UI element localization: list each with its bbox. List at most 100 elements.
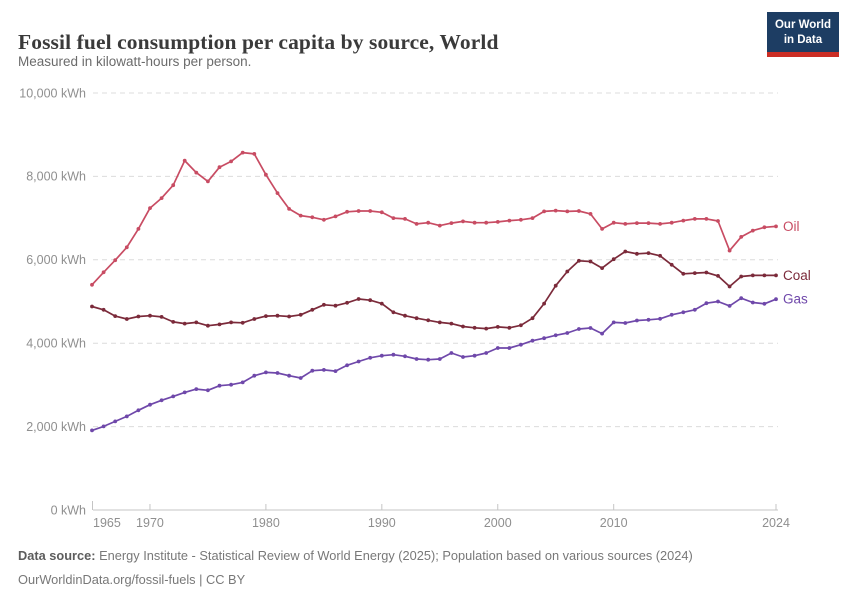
data-point[interactable]: [368, 209, 373, 213]
data-point[interactable]: [90, 304, 94, 309]
data-point[interactable]: [171, 394, 176, 399]
data-point[interactable]: [403, 217, 407, 221]
data-point[interactable]: [762, 273, 767, 278]
data-point[interactable]: [403, 354, 407, 359]
data-point[interactable]: [113, 419, 118, 424]
data-point[interactable]: [681, 310, 686, 315]
data-point[interactable]: [669, 262, 674, 267]
data-point[interactable]: [542, 301, 546, 306]
data-point[interactable]: [774, 273, 778, 278]
data-point[interactable]: [298, 213, 303, 218]
data-point[interactable]: [101, 270, 106, 275]
data-point[interactable]: [275, 371, 280, 375]
data-point[interactable]: [240, 320, 245, 325]
data-point[interactable]: [449, 221, 454, 226]
data-point[interactable]: [275, 313, 280, 318]
data-point[interactable]: [565, 209, 570, 214]
data-point[interactable]: [194, 320, 199, 325]
data-point[interactable]: [542, 336, 546, 341]
data-point[interactable]: [553, 208, 558, 213]
data-point[interactable]: [739, 235, 744, 239]
data-point[interactable]: [136, 314, 141, 319]
data-point[interactable]: [414, 316, 419, 321]
data-point[interactable]: [229, 159, 234, 164]
data-point[interactable]: [136, 227, 141, 231]
data-point[interactable]: [530, 216, 535, 221]
data-point[interactable]: [669, 220, 674, 225]
data-point[interactable]: [437, 357, 442, 361]
data-point[interactable]: [252, 317, 257, 321]
data-point[interactable]: [426, 357, 431, 362]
data-point[interactable]: [124, 245, 129, 250]
data-point[interactable]: [565, 269, 570, 274]
data-point[interactable]: [716, 274, 720, 278]
data-point[interactable]: [287, 373, 291, 378]
data-point[interactable]: [379, 353, 384, 358]
data-point[interactable]: [113, 258, 118, 263]
data-point[interactable]: [217, 322, 222, 327]
data-point[interactable]: [322, 368, 326, 372]
data-point[interactable]: [90, 282, 94, 287]
data-point[interactable]: [495, 346, 500, 350]
data-point[interactable]: [229, 320, 234, 325]
data-point[interactable]: [368, 355, 373, 360]
data-point[interactable]: [159, 398, 164, 403]
data-point[interactable]: [217, 383, 222, 388]
data-point[interactable]: [611, 257, 616, 262]
data-point[interactable]: [206, 388, 210, 393]
data-point[interactable]: [646, 317, 651, 322]
data-point[interactable]: [414, 222, 419, 226]
data-point[interactable]: [704, 301, 709, 306]
data-point[interactable]: [727, 284, 732, 289]
data-point[interactable]: [345, 209, 349, 214]
data-point[interactable]: [461, 324, 465, 329]
data-point[interactable]: [692, 217, 697, 221]
data-point[interactable]: [484, 326, 489, 331]
data-point[interactable]: [611, 220, 616, 225]
data-point[interactable]: [333, 369, 338, 373]
data-point[interactable]: [298, 312, 303, 317]
data-point[interactable]: [194, 170, 199, 175]
data-point[interactable]: [90, 428, 94, 433]
data-point[interactable]: [426, 318, 431, 323]
data-point[interactable]: [148, 206, 152, 211]
data-point[interactable]: [252, 152, 257, 156]
data-point[interactable]: [310, 215, 315, 220]
series-line-gas[interactable]: [91, 297, 777, 432]
data-point[interactable]: [472, 353, 477, 358]
data-point[interactable]: [484, 351, 489, 355]
series-coal[interactable]: [90, 249, 778, 331]
data-point[interactable]: [623, 321, 628, 325]
data-point[interactable]: [704, 217, 709, 221]
data-point[interactable]: [495, 325, 500, 329]
data-point[interactable]: [530, 316, 535, 321]
data-point[interactable]: [472, 220, 477, 225]
data-point[interactable]: [287, 207, 291, 211]
data-point[interactable]: [750, 228, 755, 233]
series-gas[interactable]: [90, 296, 778, 433]
data-point[interactable]: [507, 346, 512, 350]
data-point[interactable]: [101, 307, 106, 312]
data-point[interactable]: [159, 315, 164, 319]
data-point[interactable]: [298, 376, 303, 380]
data-point[interactable]: [461, 355, 465, 359]
data-point[interactable]: [519, 342, 523, 347]
data-point[interactable]: [403, 313, 407, 318]
data-point[interactable]: [658, 222, 662, 226]
data-point[interactable]: [577, 258, 581, 263]
data-point[interactable]: [252, 373, 257, 378]
data-point[interactable]: [716, 299, 720, 304]
data-point[interactable]: [414, 357, 419, 361]
data-point[interactable]: [171, 320, 176, 324]
data-point[interactable]: [461, 219, 465, 224]
data-point[interactable]: [356, 297, 361, 301]
data-point[interactable]: [182, 321, 187, 326]
data-point[interactable]: [171, 183, 176, 188]
data-point[interactable]: [739, 274, 744, 279]
data-point[interactable]: [310, 368, 315, 373]
data-point[interactable]: [600, 266, 604, 270]
data-point[interactable]: [739, 296, 744, 301]
data-point[interactable]: [345, 363, 349, 368]
data-point[interactable]: [101, 424, 106, 429]
data-point[interactable]: [658, 316, 662, 321]
